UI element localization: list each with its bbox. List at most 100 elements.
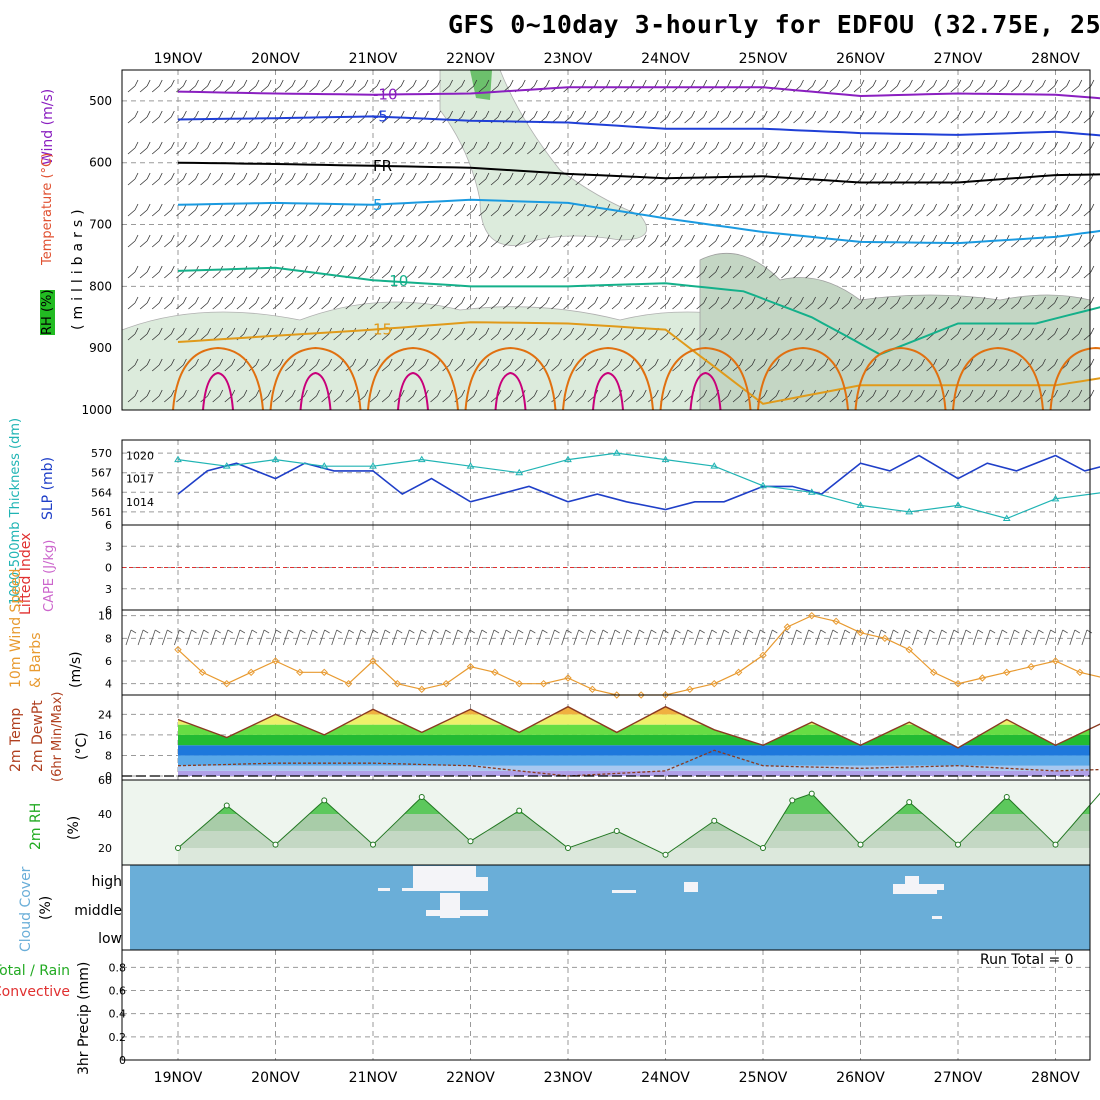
upper-wind-barb bbox=[599, 333, 608, 341]
upper-wind-barb bbox=[490, 85, 499, 93]
upper-wind-barb bbox=[243, 141, 248, 149]
upper-wind-barb bbox=[333, 395, 341, 403]
wind10-marker bbox=[1003, 668, 1011, 677]
upper-wind-barb bbox=[672, 116, 680, 124]
upper-wind-barb bbox=[829, 333, 838, 341]
upper-wind-barb bbox=[817, 116, 825, 124]
upper-wind-barb bbox=[146, 296, 151, 304]
upper-wind-barb bbox=[1017, 265, 1022, 273]
upper-wind-barb bbox=[1023, 147, 1031, 155]
upper-wind-barb bbox=[739, 203, 744, 211]
upper-wind-barb bbox=[497, 296, 502, 304]
upper-wind-barb bbox=[272, 364, 281, 372]
wind10-barb bbox=[125, 629, 132, 646]
upper-wind-barb bbox=[793, 271, 801, 279]
wind10-barb bbox=[234, 629, 241, 646]
upper-wind-barb bbox=[546, 141, 550, 149]
wind10-barb bbox=[512, 629, 519, 646]
upper-wind-barb bbox=[285, 178, 293, 186]
upper-wind-barb bbox=[236, 147, 245, 155]
upper-wind-barb bbox=[195, 110, 199, 118]
upper-wind-barb bbox=[969, 110, 974, 118]
upper-wind-barb bbox=[824, 265, 829, 273]
upper-wind-barb bbox=[134, 327, 139, 335]
upper-wind-barb bbox=[1059, 116, 1067, 124]
upper-wind-barb bbox=[635, 240, 644, 248]
wind10-barb bbox=[1038, 629, 1044, 634]
upper-wind-barb bbox=[836, 296, 841, 304]
upper-wind-barb bbox=[909, 389, 913, 397]
upper-wind-barb bbox=[654, 296, 659, 304]
upper-wind-barb bbox=[224, 209, 233, 217]
upper-wind-barb bbox=[739, 141, 744, 149]
wind10-barb bbox=[433, 629, 439, 634]
upper-wind-barb bbox=[183, 358, 187, 366]
x-tick-top-22NOV: 22NOV bbox=[446, 51, 495, 67]
wind10-barb bbox=[796, 629, 802, 634]
wind10-barb bbox=[905, 629, 911, 634]
upper-wind-barb bbox=[558, 265, 562, 273]
upper-wind-barb bbox=[962, 271, 971, 279]
upper-wind-barb bbox=[400, 234, 405, 242]
upper-wind-barb bbox=[291, 389, 296, 397]
upper-wind-barb bbox=[1071, 147, 1080, 155]
upper-wind-barb bbox=[563, 147, 571, 155]
upper-wind-barb bbox=[732, 271, 741, 279]
upper-wind-barb bbox=[793, 333, 801, 341]
upper-wind-barb bbox=[514, 271, 523, 279]
upper-wind-barb bbox=[570, 79, 574, 87]
isotherm-label--10: -10 bbox=[373, 86, 398, 104]
upper-wind-barb bbox=[291, 141, 296, 149]
upper-wind-barb bbox=[316, 110, 320, 118]
upper-wind-barb bbox=[333, 209, 341, 217]
upper-wind-barb bbox=[164, 85, 172, 93]
upper-wind-barb bbox=[654, 234, 659, 242]
upper-wind-barb bbox=[1005, 389, 1010, 397]
upper-wind-barb bbox=[998, 85, 1007, 93]
upper-wind-barb bbox=[654, 358, 659, 366]
upper-wind-barb bbox=[357, 302, 366, 310]
upper-wind-barb bbox=[969, 296, 974, 304]
upper-wind-barb bbox=[558, 327, 562, 335]
upper-wind-barb bbox=[151, 364, 160, 372]
upper-wind-barb bbox=[805, 116, 813, 124]
upper-wind-barb bbox=[285, 240, 293, 248]
upper-wind-barb bbox=[134, 358, 139, 366]
wind10-marker bbox=[734, 668, 743, 677]
rh2m-marker bbox=[565, 845, 571, 851]
upper-wind-barb bbox=[727, 79, 732, 87]
upper-wind-barb bbox=[170, 265, 175, 273]
upper-wind-barb bbox=[829, 302, 838, 310]
upper-wind-barb bbox=[599, 147, 608, 155]
upper-wind-barb bbox=[909, 79, 913, 87]
isotherm-label-0: FR bbox=[373, 157, 392, 175]
upper-wind-barb bbox=[962, 395, 971, 403]
upper-wind-barb bbox=[393, 240, 402, 248]
upper-wind-barb bbox=[485, 265, 490, 273]
upper-wind-barb bbox=[986, 271, 995, 279]
upper-wind-barb bbox=[921, 79, 925, 87]
upper-wind-barb bbox=[974, 333, 983, 341]
upper-wind-barb bbox=[623, 333, 632, 341]
upper-wind-barb bbox=[521, 265, 526, 273]
upper-wind-barb bbox=[151, 178, 160, 186]
upper-wind-barb bbox=[582, 110, 587, 118]
upper-wind-barb bbox=[763, 234, 768, 242]
upper-wind-barb bbox=[877, 333, 886, 341]
upper-wind-barb bbox=[848, 141, 853, 149]
rh2m-marker bbox=[272, 841, 279, 848]
wind10-barb bbox=[275, 629, 282, 634]
wind10-barb bbox=[711, 629, 718, 634]
wind10-barb bbox=[1086, 629, 1093, 634]
y-tick-temp-0: 0 bbox=[105, 770, 112, 783]
upper-wind-barb bbox=[594, 234, 599, 242]
wind10-marker bbox=[808, 611, 816, 620]
upper-wind-barb bbox=[623, 240, 632, 248]
upper-wind-barb bbox=[648, 333, 656, 341]
upper-wind-barb bbox=[672, 271, 680, 279]
upper-wind-barb bbox=[514, 302, 523, 310]
upper-wind-barb bbox=[1078, 110, 1083, 118]
upper-wind-barb bbox=[1035, 333, 1043, 341]
upper-wind-barb bbox=[623, 116, 632, 124]
upper-wind-barb bbox=[454, 240, 462, 248]
